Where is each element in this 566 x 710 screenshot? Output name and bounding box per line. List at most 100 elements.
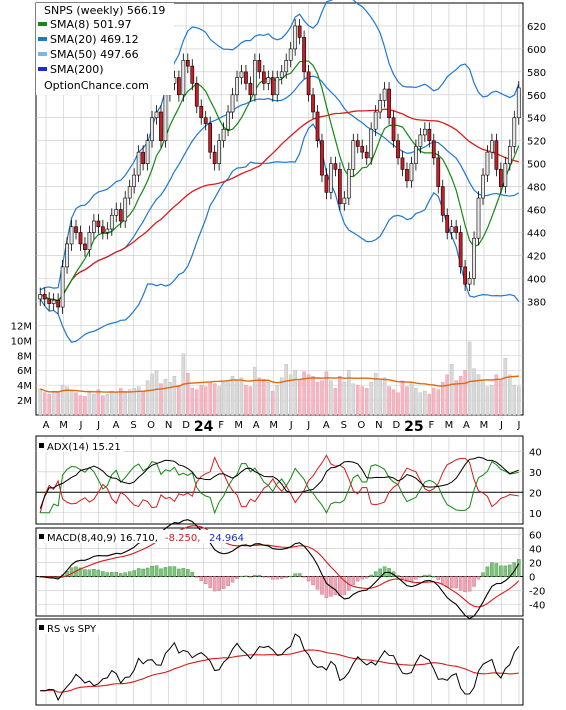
- macd-axis-label: -20: [529, 587, 545, 598]
- macd-histogram-bar: [302, 576, 306, 578]
- macd-histogram-bar: [101, 571, 105, 577]
- legend-label-sma50: SMA(50) 497.66: [50, 48, 139, 61]
- volume-bar: [458, 376, 463, 416]
- candle-body: [472, 237, 476, 279]
- volume-bar: [123, 392, 127, 416]
- candle-body: [503, 163, 508, 187]
- macd-histogram-bar: [458, 576, 463, 591]
- candle-body: [87, 232, 92, 250]
- volume-bar: [396, 392, 400, 416]
- candle-body: [123, 197, 128, 222]
- macd-histogram-bar: [414, 576, 418, 580]
- volume-axis-label: 12M: [11, 321, 32, 332]
- volume-bar: [347, 370, 351, 416]
- candle-body: [324, 174, 329, 193]
- macd-histogram-bar: [199, 576, 204, 581]
- candle-body: [154, 111, 159, 119]
- macd-histogram-bar: [382, 566, 387, 577]
- volume-bar: [342, 381, 347, 416]
- candle-body: [378, 100, 382, 113]
- candle-body: [499, 169, 503, 187]
- candle-body: [490, 140, 494, 153]
- adx-axis-label: 20: [529, 488, 542, 499]
- macd-axis-label: -40: [529, 601, 545, 612]
- macd-histogram-bar: [311, 576, 315, 586]
- candle-body: [445, 214, 450, 233]
- volume-bar: [92, 393, 96, 416]
- macd-histogram-bar: [177, 568, 181, 577]
- volume-bar: [221, 381, 226, 416]
- macd-histogram-bar: [87, 569, 92, 577]
- volume-bar: [364, 387, 369, 416]
- candle-body: [96, 220, 101, 228]
- price-axis-label: 540: [527, 114, 546, 125]
- time-axis-label: F: [218, 420, 224, 431]
- minus-di-line: [39, 454, 519, 513]
- time-axis-label: J: [306, 420, 310, 431]
- volume-bar: [78, 395, 83, 416]
- volume-bar: [74, 392, 78, 416]
- volume-bar: [159, 383, 163, 416]
- macd-histogram-bar: [355, 576, 360, 582]
- candle-body: [212, 151, 217, 164]
- macd-panel: -40 -20 0 20 40 60 MACD(8,40,9) 16.710, -8.25…: [35, 519, 545, 620]
- volume-bar: [168, 381, 172, 416]
- volume-bar: [369, 381, 373, 416]
- candle-body: [476, 197, 481, 239]
- macd-histogram-bar: [467, 576, 472, 592]
- time-axis-label: O: [147, 420, 155, 431]
- macd-histogram-bar: [78, 567, 83, 577]
- legend-label-sma8: SMA(8) 501.97: [50, 18, 132, 31]
- price-axis-label: 440: [527, 228, 546, 239]
- macd-lines: [40, 519, 520, 620]
- volume-bar: [154, 370, 159, 416]
- volume-bar: [101, 395, 105, 416]
- volume-bar: [499, 378, 503, 416]
- volume-axis-label: 6M: [17, 366, 32, 377]
- candle-body: [56, 299, 60, 308]
- macd-histogram-bar: [333, 576, 338, 595]
- macd-axis-label: 60: [529, 531, 542, 542]
- volume-bar: [42, 392, 47, 416]
- price-axis-label: 520: [527, 137, 546, 148]
- volume-bar: [467, 341, 472, 416]
- time-axis-label: J: [96, 420, 100, 431]
- macd-histogram-bar: [324, 576, 329, 599]
- candle-body: [293, 25, 298, 50]
- volume-bar: [400, 380, 405, 416]
- volume-bar: [248, 386, 253, 416]
- time-axis-label: M: [59, 420, 68, 431]
- macd-histogram-bar: [168, 566, 172, 577]
- volume-bar: [481, 380, 485, 416]
- macd-histogram-bar: [503, 565, 508, 577]
- adx-axis-labels: 10 20 30 40: [529, 447, 542, 519]
- candle-body: [244, 71, 248, 84]
- macd-histogram-bar: [284, 576, 288, 578]
- candle-body: [270, 77, 275, 96]
- legend-swatch-sma8: [38, 22, 47, 26]
- volume-bar: [494, 374, 499, 416]
- volume-axis-label: 10M: [11, 336, 32, 347]
- macd-histogram-bar: [490, 562, 494, 577]
- macd-histogram-bar: [351, 576, 356, 585]
- price-axis-label: 420: [527, 251, 546, 262]
- volume-bar: [288, 374, 293, 416]
- volume-bar: [409, 383, 414, 416]
- candle-body: [400, 157, 405, 170]
- time-axis-label: J: [289, 420, 293, 431]
- volume-bar: [338, 376, 342, 416]
- volume-bar: [194, 389, 199, 416]
- time-axis-label: J: [517, 420, 521, 431]
- macd-histogram-bar: [118, 573, 123, 577]
- macd-histogram-bar: [136, 568, 141, 577]
- time-axis-label: J: [499, 420, 503, 431]
- macd-histogram-bar: [69, 567, 74, 577]
- time-axis-label: M: [269, 420, 278, 431]
- rs-title: RS vs SPY: [47, 624, 97, 635]
- candle-body: [226, 111, 230, 130]
- candle-body: [136, 151, 141, 176]
- time-axis-label: S: [130, 420, 136, 431]
- candle-body: [440, 186, 445, 216]
- candle-body: [284, 60, 289, 73]
